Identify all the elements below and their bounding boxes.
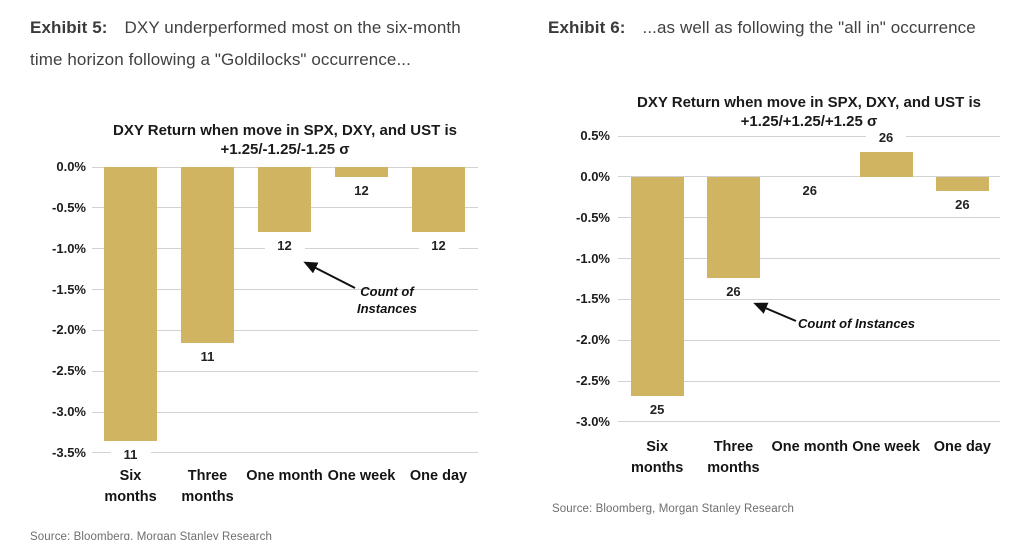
exhibit-5-panel: Exhibit 5: DXY underperformed most on the… <box>30 12 482 540</box>
count-label-one-day: 12 <box>418 238 459 254</box>
x-axis-label-three-months: Three months <box>181 468 234 505</box>
exhibit-5-label: Exhibit 5: <box>30 18 108 37</box>
y-axis-tick-label: -1.5% <box>52 281 86 297</box>
bar-six-months <box>630 176 684 396</box>
gridline <box>92 329 478 331</box>
chart-2-annotation-arrow-icon <box>753 302 797 322</box>
x-axis-label-one-day: One day <box>933 439 991 455</box>
gridline <box>92 289 478 291</box>
exhibit-6-panel: Exhibit 6: ...as well as following the "a… <box>512 0 1024 540</box>
count-label-three-months: 26 <box>713 284 754 300</box>
count-label-one-week: 12 <box>341 182 382 198</box>
gridline <box>92 452 478 454</box>
y-axis-tick-label: -3.0% <box>52 404 86 420</box>
gridline <box>92 411 478 413</box>
gridline <box>618 258 1000 260</box>
chart-1-title-line2: +1.25/-1.25/-1.25 σ <box>220 141 350 158</box>
chart-2-title: DXY Return when move in SPX, DXY, and US… <box>637 93 981 131</box>
y-axis-tick-label: -3.5% <box>52 444 86 460</box>
bar-one-day <box>412 167 465 233</box>
gridline <box>618 217 1000 219</box>
exhibit-5-source: Source: Bloomberg, Morgan Stanley Resear… <box>30 531 272 540</box>
chart-1-count-annotation: Count of Instances <box>357 284 417 316</box>
gridline <box>618 339 1000 341</box>
gridline <box>618 176 1000 178</box>
x-axis-label-one-month: One month <box>246 468 323 484</box>
x-axis-label-one-month: One month <box>771 439 848 455</box>
bar-one-week <box>335 167 388 177</box>
y-axis-tick-label: -1.0% <box>52 240 86 256</box>
exhibit-6-source: Source: Bloomberg, Morgan Stanley Resear… <box>552 503 794 515</box>
gridline <box>618 421 1000 423</box>
count-label-one-week: 26 <box>866 130 907 146</box>
exhibit-5-heading-text: DXY underperformed most on the six-month… <box>30 18 461 69</box>
y-axis-tick-label: -1.5% <box>576 291 610 307</box>
y-axis-tick-label: -2.5% <box>52 363 86 379</box>
bar-six-months <box>104 167 157 441</box>
chart-1-title-line1: DXY Return when move in SPX, DXY, and US… <box>113 122 457 139</box>
chart-2-count-annotation: Count of Instances <box>798 316 916 331</box>
x-axis-label-one-week: One week <box>852 439 920 455</box>
count-label-one-month: 12 <box>264 238 305 254</box>
x-axis-label-one-week: One week <box>327 468 396 484</box>
chart-1-annotation-arrow-icon <box>303 261 356 289</box>
count-label-one-day: 26 <box>942 196 983 212</box>
gridline <box>618 135 1000 137</box>
y-axis-tick-label: 0.0% <box>580 168 610 184</box>
y-axis-tick-label: -1.0% <box>576 250 610 266</box>
gridline <box>92 370 478 372</box>
y-axis-tick-label: -0.5% <box>52 199 86 215</box>
chart-2-title-line1: DXY Return when move in SPX, DXY, and US… <box>637 94 981 111</box>
bar-three-months <box>181 167 234 343</box>
y-axis-tick-label: -0.5% <box>576 209 610 225</box>
chart-1-title: DXY Return when move in SPX, DXY, and US… <box>113 121 457 159</box>
bar-three-months <box>706 176 760 279</box>
bar-one-month <box>258 167 311 233</box>
y-axis-tick-label: -2.0% <box>52 322 86 338</box>
count-label-three-months: 11 <box>187 348 228 364</box>
x-axis-label-three-months: Three months <box>707 439 760 476</box>
x-axis-label-one-day: One day <box>409 468 468 484</box>
y-axis-tick-label: -2.5% <box>576 373 610 389</box>
x-axis-label-six-months: Six months <box>630 439 684 476</box>
bar-one-day <box>935 176 989 191</box>
count-label-six-months: 11 <box>110 446 151 462</box>
exhibit-6-heading: Exhibit 6: ...as well as following the "a… <box>548 12 978 44</box>
x-axis-label-six-months: Six months <box>104 468 157 505</box>
y-axis-tick-label: -2.0% <box>576 332 610 348</box>
chart-2-title-line2: +1.25/+1.25/+1.25 σ <box>740 113 878 130</box>
gridline <box>618 298 1000 300</box>
count-label-six-months: 25 <box>637 401 678 417</box>
exhibit-5-heading: Exhibit 5: DXY underperformed most on the… <box>30 12 482 76</box>
exhibit-6-label: Exhibit 6: <box>548 18 626 37</box>
y-axis-tick-label: -3.0% <box>576 413 610 429</box>
y-axis-tick-label: 0.5% <box>580 128 610 143</box>
count-label-one-month: 26 <box>789 182 830 198</box>
y-axis-tick-label: 0.0% <box>56 159 86 174</box>
gridline <box>618 380 1000 382</box>
exhibit-6-heading-text: ...as well as following the "all in" occ… <box>642 18 976 37</box>
bar-one-week <box>859 152 913 177</box>
